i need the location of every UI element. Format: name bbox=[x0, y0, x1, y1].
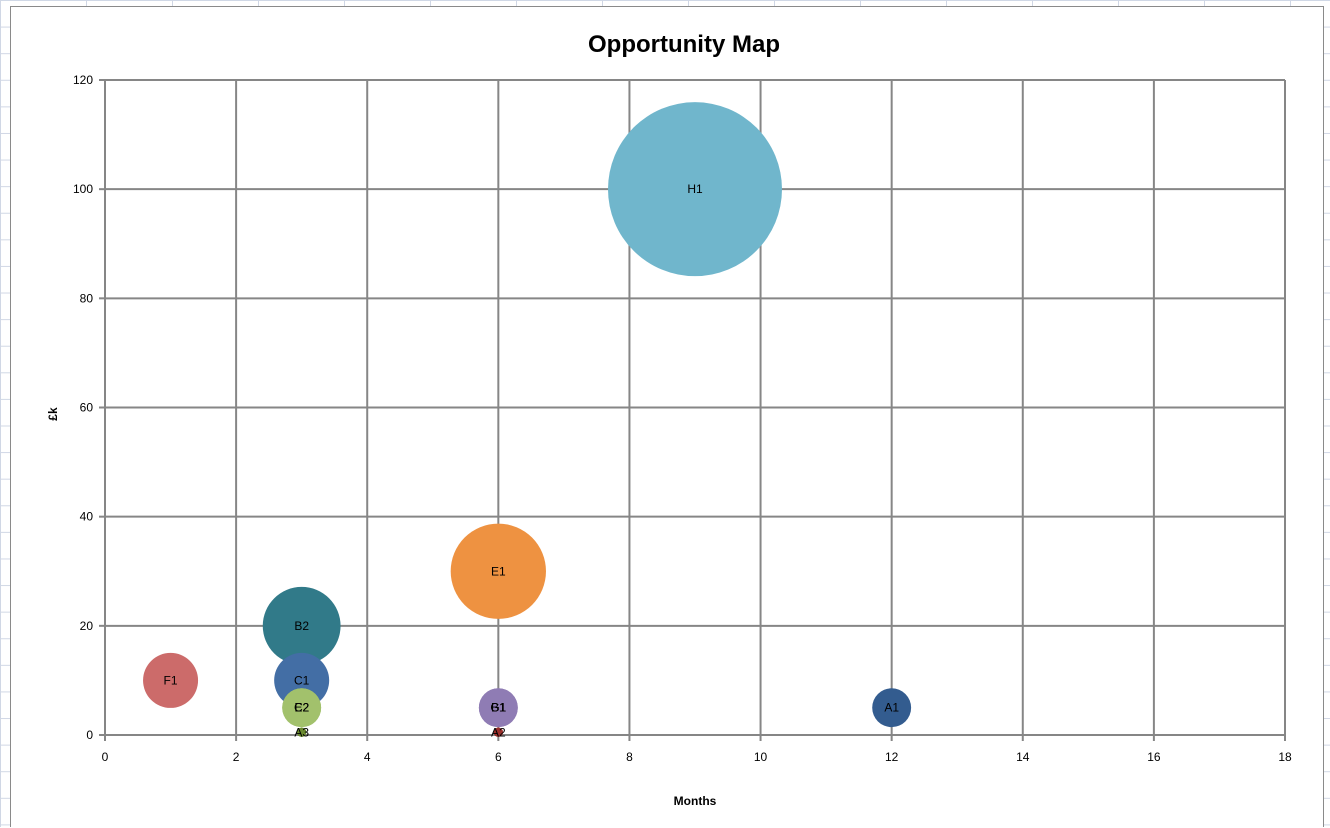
bubble-label-c1: C1 bbox=[294, 673, 310, 687]
bubble-a2 bbox=[493, 727, 504, 738]
x-tick-label: 14 bbox=[1016, 750, 1030, 764]
bubble-label-f1: F1 bbox=[164, 673, 178, 687]
bubble-label-c2: C2 bbox=[294, 701, 310, 715]
x-tick-label: 0 bbox=[102, 750, 109, 764]
bubble-f1 bbox=[143, 652, 199, 708]
bubble-label-g1: G1 bbox=[490, 701, 506, 715]
bubble-label-a2: A2 bbox=[491, 725, 506, 739]
x-tick-label: 10 bbox=[754, 750, 768, 764]
bubble-label-e2: E2 bbox=[294, 701, 309, 715]
x-tick-label: 4 bbox=[364, 750, 371, 764]
bubbles bbox=[143, 102, 912, 738]
bubble-label-a1: A1 bbox=[884, 701, 899, 715]
y-tick-label: 0 bbox=[86, 728, 93, 742]
y-tick-label: 60 bbox=[80, 401, 94, 415]
x-tick-label: 8 bbox=[626, 750, 633, 764]
bubble-a3 bbox=[296, 727, 307, 738]
x-tick-label: 12 bbox=[885, 750, 899, 764]
chart-area[interactable]: H1 E1 B2 F1 C1 G1 B1 E2 C2 A1 A3 A2 0 2 4 6 8 10 12 14 16 18… bbox=[10, 6, 1324, 827]
bubble-h1 bbox=[608, 102, 782, 277]
x-tick-label: 16 bbox=[1147, 750, 1161, 764]
bubble-b2 bbox=[262, 586, 341, 665]
bubble-label-h1: H1 bbox=[687, 182, 703, 196]
bubble-label-b2: B2 bbox=[294, 619, 309, 633]
y-tick-label: 40 bbox=[80, 510, 94, 524]
x-tick-label: 18 bbox=[1278, 750, 1292, 764]
y-tick-label: 80 bbox=[80, 291, 94, 305]
x-tick-label: 2 bbox=[233, 750, 240, 764]
chart-title: Opportunity Map bbox=[588, 31, 780, 58]
y-tick-label: 120 bbox=[73, 73, 93, 87]
bubble-label-a3: A3 bbox=[294, 725, 309, 739]
gridlines bbox=[99, 79, 1286, 741]
bubble-a1 bbox=[872, 688, 912, 728]
x-axis-title: Months bbox=[674, 794, 717, 808]
y-tick-label: 100 bbox=[73, 182, 93, 196]
bubble-c2 bbox=[282, 688, 322, 728]
bubble-e1 bbox=[450, 523, 546, 619]
y-axis-title: £k bbox=[46, 407, 60, 421]
bubble-label-b1: B1 bbox=[491, 701, 506, 715]
bubble-label-e1: E1 bbox=[491, 564, 506, 578]
tick-labels: 0 2 4 6 8 10 12 14 16 18 0 20 40 60 80 100 120 bbox=[73, 73, 1292, 764]
y-tick-label: 20 bbox=[80, 619, 94, 633]
bubble-b1 bbox=[478, 688, 518, 728]
x-tick-label: 6 bbox=[495, 750, 502, 764]
